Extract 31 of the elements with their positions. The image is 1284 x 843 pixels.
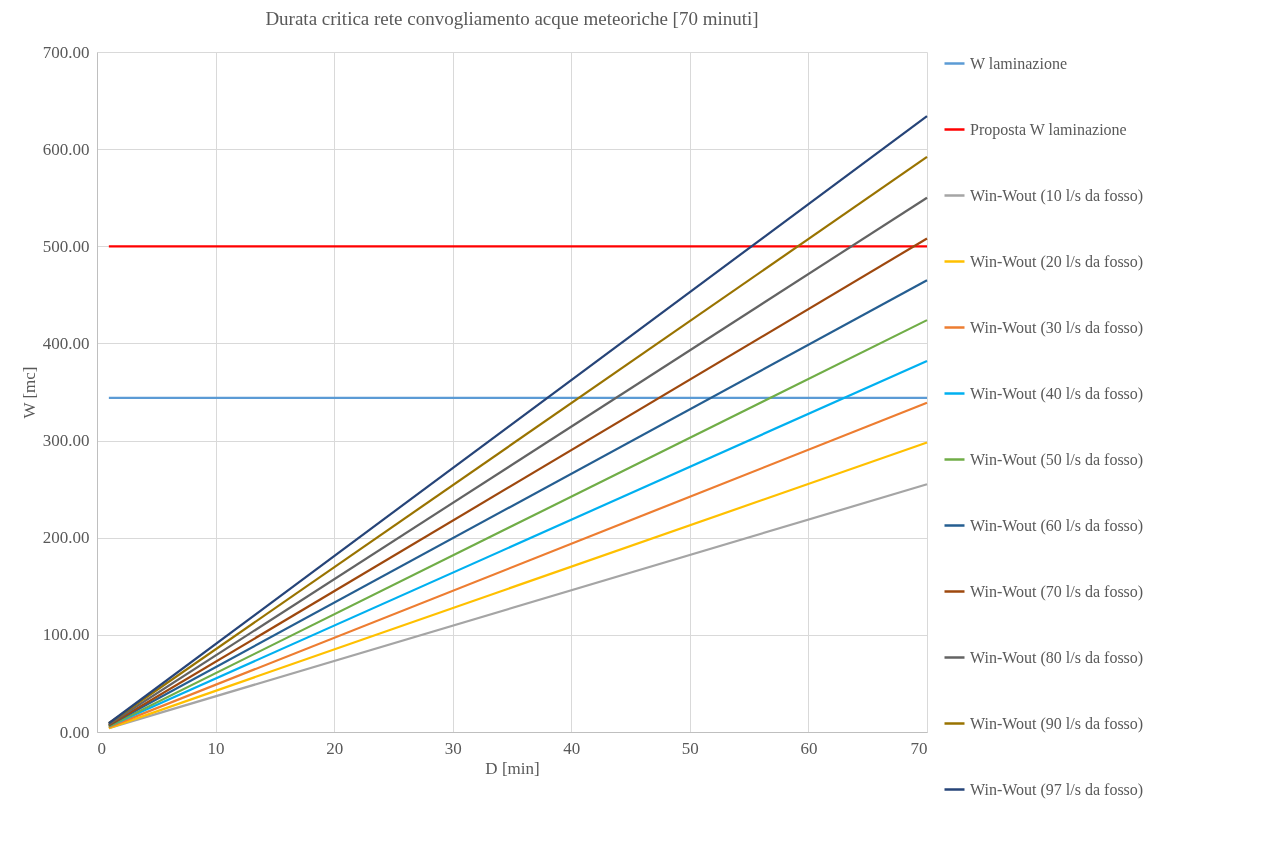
legend-label: Proposta W laminazione	[970, 120, 1127, 139]
legend-label: Win-Wout (20 l/s da fosso)	[970, 252, 1144, 271]
x-tick-label: 50	[681, 738, 699, 758]
y-tick-label: 300.00	[42, 431, 90, 451]
y-axis-title: W [mc]	[19, 366, 39, 419]
legend-label: Win-Wout (60 l/s da fosso)	[970, 516, 1144, 535]
x-tick-label: 40	[563, 738, 581, 758]
legend-label: Win-Wout (80 l/s da fosso)	[970, 648, 1144, 667]
y-tick-label: 500.00	[42, 236, 90, 256]
legend-label: Win-Wout (97 l/s da fosso)	[970, 780, 1144, 799]
chart-title: Durata critica rete convogliamento acque meteoriche [70 minuti]	[265, 8, 759, 29]
legend-label: Win-Wout (40 l/s da fosso)	[970, 384, 1144, 403]
legend-label: Win-Wout (90 l/s da fosso)	[970, 714, 1144, 733]
x-tick-label: 0	[97, 738, 106, 758]
y-tick-label: 200.00	[42, 528, 90, 548]
legend-label: Win-Wout (70 l/s da fosso)	[970, 582, 1144, 601]
y-tick-label: 700.00	[42, 42, 90, 62]
y-tick-label: 600.00	[42, 139, 90, 159]
y-tick-label: 100.00	[42, 625, 90, 645]
x-tick-label: 30	[444, 738, 462, 758]
legend-label: Win-Wout (10 l/s da fosso)	[970, 186, 1144, 205]
x-tick-label: 10	[207, 738, 225, 758]
x-axis-title: D [min]	[485, 758, 540, 778]
x-tick-label: 60	[800, 738, 818, 758]
legend-label: Win-Wout (50 l/s da fosso)	[970, 450, 1144, 469]
legend-label: Win-Wout (30 l/s da fosso)	[970, 318, 1144, 337]
legend-label: W laminazione	[970, 54, 1067, 72]
x-tick-label: 70	[910, 738, 928, 758]
x-tick-label: 20	[326, 738, 344, 758]
y-tick-label: 400.00	[42, 333, 90, 353]
y-tick-label: 0.00	[59, 722, 90, 742]
